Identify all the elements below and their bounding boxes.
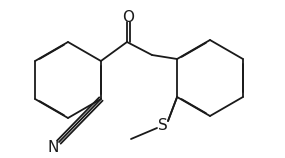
Text: S: S (158, 118, 168, 133)
Text: O: O (122, 10, 134, 25)
Text: N: N (47, 140, 59, 155)
